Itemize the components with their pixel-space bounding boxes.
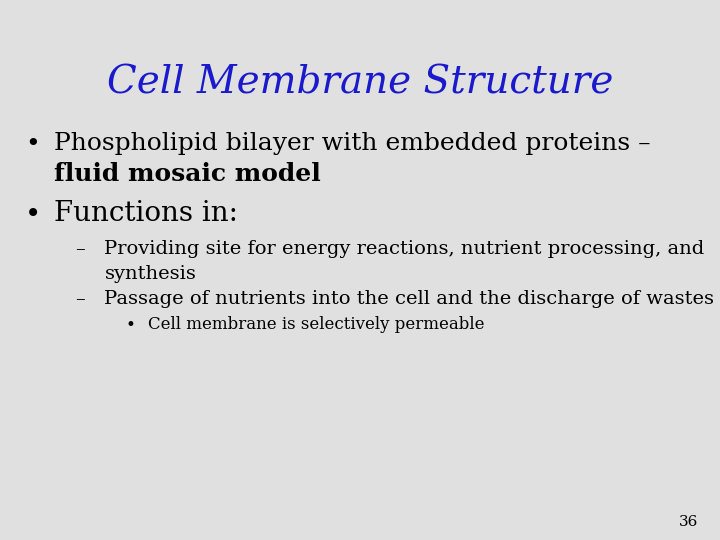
Text: Functions in:: Functions in: [54,200,238,227]
Text: synthesis: synthesis [104,265,197,282]
Text: Phospholipid bilayer with embedded proteins –: Phospholipid bilayer with embedded prote… [54,132,651,156]
Text: fluid mosaic model: fluid mosaic model [54,162,320,186]
Text: –: – [76,240,86,258]
Text: •: • [126,316,136,334]
Text: –: – [76,290,86,308]
Text: Cell Membrane Structure: Cell Membrane Structure [107,65,613,102]
Text: Passage of nutrients into the cell and the discharge of wastes: Passage of nutrients into the cell and t… [104,290,714,308]
Text: •: • [25,200,42,228]
Text: •: • [25,132,40,156]
Text: 36: 36 [679,515,698,529]
Text: Providing site for energy reactions, nutrient processing, and: Providing site for energy reactions, nut… [104,240,705,258]
Text: Cell membrane is selectively permeable: Cell membrane is selectively permeable [148,316,484,333]
